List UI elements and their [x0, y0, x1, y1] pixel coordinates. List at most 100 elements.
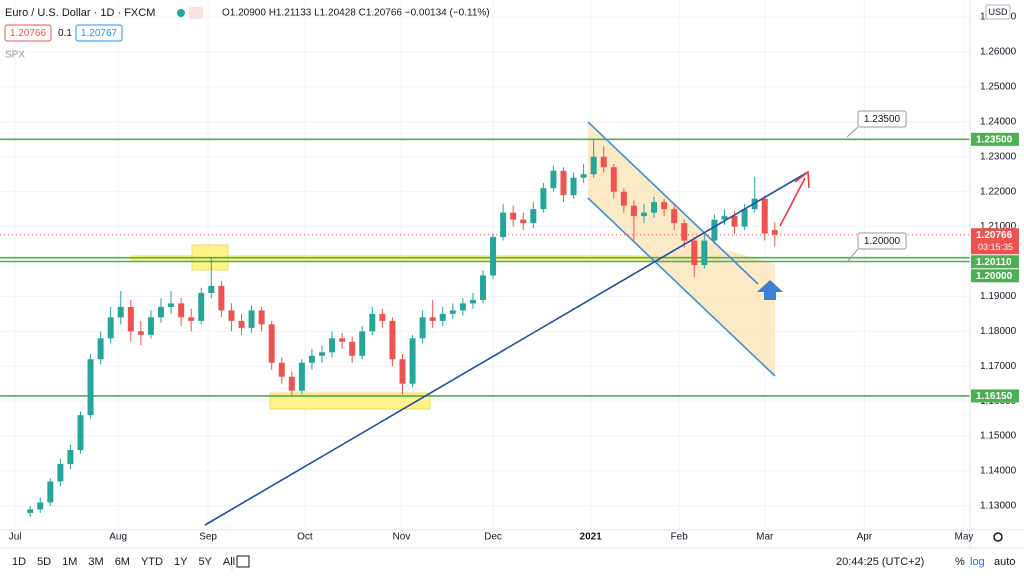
candle-body [67, 450, 74, 465]
y-tick-label: 1.23000 [980, 151, 1017, 162]
candle-body [671, 209, 678, 224]
candle-body [701, 240, 708, 265]
candle-body [349, 341, 356, 356]
percent-toggle[interactable]: % [955, 556, 965, 568]
price-level-box [971, 255, 1019, 269]
range-button[interactable]: 5Y [198, 556, 212, 568]
candle-body [570, 177, 577, 196]
candle-body [288, 376, 295, 391]
ask-price: 1.20767 [81, 28, 118, 39]
candle-body [178, 303, 185, 318]
study-label: SPX [5, 50, 25, 61]
candle-body [771, 230, 778, 235]
candle-body [419, 317, 426, 339]
x-tick-label: Feb [671, 532, 689, 543]
price-level-box [971, 132, 1019, 146]
candle-body [218, 285, 225, 311]
y-tick-label: 1.25000 [980, 82, 1017, 93]
candle-body [610, 167, 617, 192]
candle-body [590, 156, 597, 175]
price-level-box [971, 389, 1019, 403]
candle-body [188, 317, 195, 321]
bid-price: 1.20766 [10, 28, 47, 39]
calendar-icon[interactable] [236, 555, 250, 568]
range-button[interactable]: 5D [37, 556, 51, 568]
range-button[interactable]: 1D [12, 556, 26, 568]
candle-body [560, 170, 567, 196]
x-tick-label: Nov [393, 532, 411, 543]
candle-body [27, 509, 34, 513]
range-button[interactable]: 6M [115, 556, 130, 568]
candle-body [298, 362, 305, 391]
toolbar: 20:44:25 (UTC+2) % log auto 1D 5D 1M 3M 6M YT… [12, 532, 1015, 572]
x-tick-label: Dec [484, 532, 502, 543]
candle-body [479, 275, 486, 300]
candle-body [761, 198, 768, 234]
candle-body [248, 310, 255, 328]
x-tick-label: Aug [109, 532, 127, 543]
callout-label: 1.20000 [864, 236, 901, 247]
candle-body [389, 320, 396, 360]
candle-body [580, 174, 587, 178]
candle-body [449, 310, 456, 314]
candle-body [57, 464, 64, 482]
y-tick-label: 1.21000 [980, 221, 1017, 232]
candle-body [77, 415, 84, 451]
range-button[interactable]: YTD [141, 556, 163, 568]
clock: 20:44:25 (UTC+2) [836, 556, 924, 568]
candle-body [369, 313, 376, 332]
x-tick-label: Oct [297, 532, 313, 543]
price-level-label: 1.23500 [976, 134, 1013, 145]
candle-body [550, 170, 557, 189]
ask-box[interactable] [75, 24, 123, 42]
candle-body [490, 237, 497, 276]
y-tick-label: 1.26000 [980, 47, 1017, 58]
candle-body [711, 219, 718, 241]
log-toggle[interactable]: log [970, 556, 985, 568]
range-button[interactable]: 1M [62, 556, 77, 568]
settings-icon[interactable] [993, 532, 1003, 542]
symbol-title: Euro / U.S. Dollar · 1D · FXCM [5, 7, 155, 19]
y-tick-label: 1.18000 [980, 326, 1017, 337]
candle-body [429, 317, 436, 321]
axis: 1.130001.140001.150001.160001.170001.180… [9, 12, 1019, 543]
candle-body [409, 338, 416, 384]
countdown: 03:15:35 [978, 242, 1013, 252]
callout-pointer [846, 126, 859, 138]
bid-box[interactable] [4, 24, 52, 42]
price-level-label: 1.20110 [976, 257, 1012, 268]
channel-line [587, 121, 759, 285]
x-tick-label: Jul [9, 532, 22, 543]
candle-body [681, 223, 688, 241]
arrow-head [794, 170, 810, 189]
candle-body [691, 240, 698, 265]
candle-body [640, 212, 647, 217]
currency-box[interactable] [985, 4, 1011, 20]
candle-body [107, 317, 114, 339]
y-tick-label: 1.24000 [980, 116, 1017, 127]
legend: Euro / U.S. Dollar · 1D · FXCM O1.20900 … [4, 4, 1011, 61]
auto-toggle[interactable]: auto [994, 556, 1015, 568]
y-tick-label: 1.17000 [980, 361, 1017, 372]
y-tick-label: 1.13000 [980, 501, 1017, 512]
currency: USD [988, 7, 1008, 17]
candle-body [117, 306, 124, 318]
range-button[interactable]: 3M [88, 556, 103, 568]
candle-body [620, 191, 627, 206]
candle-body [540, 188, 547, 210]
x-tick-label: 2021 [580, 532, 603, 543]
candle-body [127, 306, 134, 332]
candle-body [37, 502, 44, 510]
candle-body [510, 212, 517, 220]
drawings-top: 1.23500 1.20000 [204, 110, 907, 526]
candle-body [520, 219, 527, 224]
range-button[interactable]: All [223, 556, 235, 568]
x-tick-label: Sep [199, 532, 217, 543]
price-level-box [971, 228, 1019, 255]
status-icon [177, 9, 185, 17]
candle-body [500, 212, 507, 238]
candles [27, 139, 778, 518]
range-button[interactable]: 1Y [174, 556, 188, 568]
candle-body [268, 324, 275, 363]
